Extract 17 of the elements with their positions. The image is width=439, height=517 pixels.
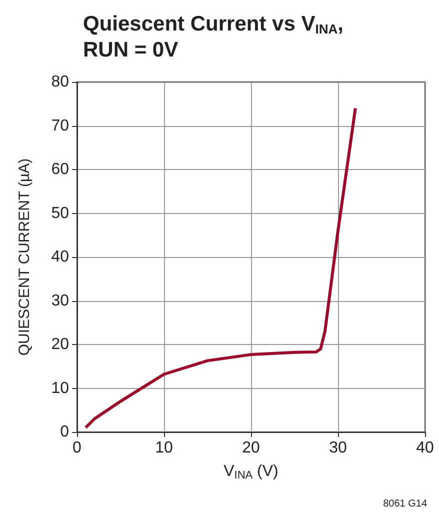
y-tick-label: 70 xyxy=(51,117,70,134)
x-tick-label: 30 xyxy=(329,440,347,456)
x-tick-label: 0 xyxy=(72,440,82,456)
x-tick-label: 20 xyxy=(242,440,260,456)
text: 8061 G14 xyxy=(383,498,428,510)
y-tick-label: 60 xyxy=(51,161,70,178)
y-tick-label: 50 xyxy=(51,204,70,222)
x-tick-label: 40 xyxy=(416,440,434,456)
y-tick-label: 80 xyxy=(51,74,70,90)
x-tick-label: 10 xyxy=(155,440,173,456)
y-tick-label: 30 xyxy=(51,292,70,310)
y-tick-label: 40 xyxy=(51,248,70,266)
y-axis-title: QUIESCENT CURRENT (µA) xyxy=(16,158,33,356)
line-series xyxy=(84,106,357,430)
y-tick-label: 10 xyxy=(51,380,70,397)
y-tick-label: 20 xyxy=(51,336,70,353)
y-tick-label: 0 xyxy=(60,424,70,440)
